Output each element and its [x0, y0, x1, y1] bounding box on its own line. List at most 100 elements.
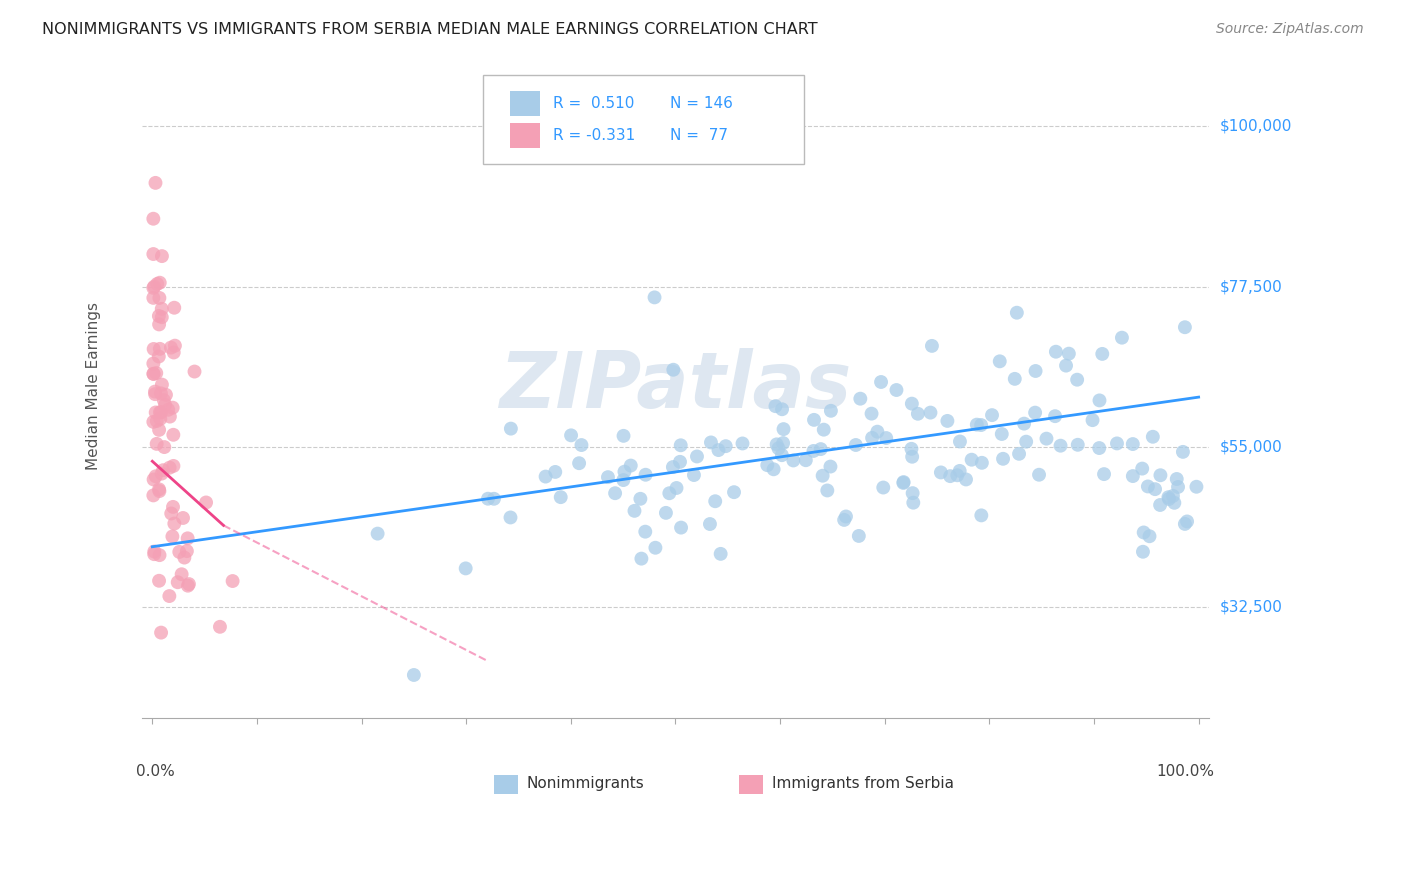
Point: [866, 425, 889, 439]
FancyBboxPatch shape: [494, 775, 517, 794]
Point: [893, 475, 915, 489]
Point: [811, 468, 834, 483]
Point: [710, 547, 733, 561]
Point: [1149, 498, 1171, 512]
Point: [402, 668, 425, 682]
Point: [1049, 439, 1071, 453]
Point: [981, 408, 1004, 422]
Point: [477, 491, 499, 506]
Point: [145, 405, 167, 419]
Point: [550, 490, 572, 504]
Point: [155, 388, 177, 402]
Text: ZIPatlas: ZIPatlas: [499, 349, 852, 425]
Point: [1088, 441, 1111, 455]
Point: [1035, 432, 1057, 446]
Point: [162, 427, 184, 442]
Point: [820, 404, 842, 418]
Point: [1008, 447, 1031, 461]
Point: [143, 384, 166, 399]
Point: [149, 276, 172, 290]
Point: [630, 551, 652, 566]
Text: $77,500: $77,500: [1220, 279, 1282, 294]
Text: N = 146: N = 146: [671, 96, 733, 111]
Point: [1175, 515, 1198, 529]
Point: [146, 414, 169, 428]
Point: [845, 438, 868, 452]
Point: [768, 442, 790, 456]
Point: [815, 483, 838, 498]
Point: [544, 465, 567, 479]
Point: [1174, 320, 1197, 334]
Point: [150, 467, 173, 481]
Point: [765, 437, 787, 451]
Point: [1067, 438, 1090, 452]
Point: [946, 468, 969, 483]
Point: [157, 402, 180, 417]
Text: Median Male Earnings: Median Male Earnings: [86, 302, 101, 470]
Point: [162, 529, 184, 543]
Text: $100,000: $100,000: [1220, 119, 1292, 134]
Point: [1004, 372, 1026, 386]
Point: [970, 508, 993, 523]
Point: [145, 437, 167, 451]
Point: [634, 467, 657, 482]
Point: [150, 405, 173, 419]
Text: 100.0%: 100.0%: [1156, 764, 1215, 779]
Point: [901, 397, 924, 411]
Point: [150, 310, 173, 325]
Point: [534, 469, 557, 483]
Point: [145, 366, 167, 380]
Point: [176, 544, 198, 558]
Point: [1166, 472, 1188, 486]
Point: [169, 545, 191, 559]
Point: [782, 453, 804, 467]
Point: [1171, 445, 1194, 459]
Point: [1025, 364, 1047, 378]
Point: [669, 438, 692, 452]
Text: $32,500: $32,500: [1220, 599, 1284, 615]
Point: [991, 451, 1014, 466]
Point: [1122, 437, 1144, 451]
Point: [803, 444, 825, 458]
Point: [794, 453, 817, 467]
Text: $55,000: $55,000: [1220, 440, 1282, 455]
Point: [145, 176, 167, 190]
FancyBboxPatch shape: [484, 75, 804, 164]
Point: [820, 459, 842, 474]
Point: [970, 456, 993, 470]
Point: [929, 466, 952, 480]
Point: [149, 386, 172, 401]
Text: Nonimmigrants: Nonimmigrants: [526, 777, 644, 791]
Point: [596, 470, 619, 484]
Point: [148, 548, 170, 562]
Point: [658, 486, 681, 500]
Point: [860, 407, 883, 421]
Point: [454, 561, 477, 575]
Point: [900, 442, 922, 456]
Point: [142, 342, 165, 356]
Point: [970, 418, 993, 433]
Point: [159, 460, 181, 475]
Point: [1139, 529, 1161, 543]
Point: [1091, 347, 1114, 361]
Point: [1012, 417, 1035, 431]
Point: [686, 450, 709, 464]
Point: [1043, 409, 1066, 424]
Point: [1167, 480, 1189, 494]
Point: [142, 281, 165, 295]
Point: [150, 249, 173, 263]
Point: [150, 301, 173, 316]
Point: [662, 460, 685, 475]
Point: [907, 407, 929, 421]
Text: R = -0.331: R = -0.331: [553, 128, 636, 143]
Point: [571, 438, 593, 452]
Point: [149, 342, 172, 356]
Point: [142, 247, 165, 261]
Point: [860, 431, 883, 445]
FancyBboxPatch shape: [740, 775, 763, 794]
Point: [142, 488, 165, 502]
Point: [143, 544, 166, 558]
Point: [901, 486, 924, 500]
Point: [612, 429, 634, 443]
Point: [148, 484, 170, 499]
